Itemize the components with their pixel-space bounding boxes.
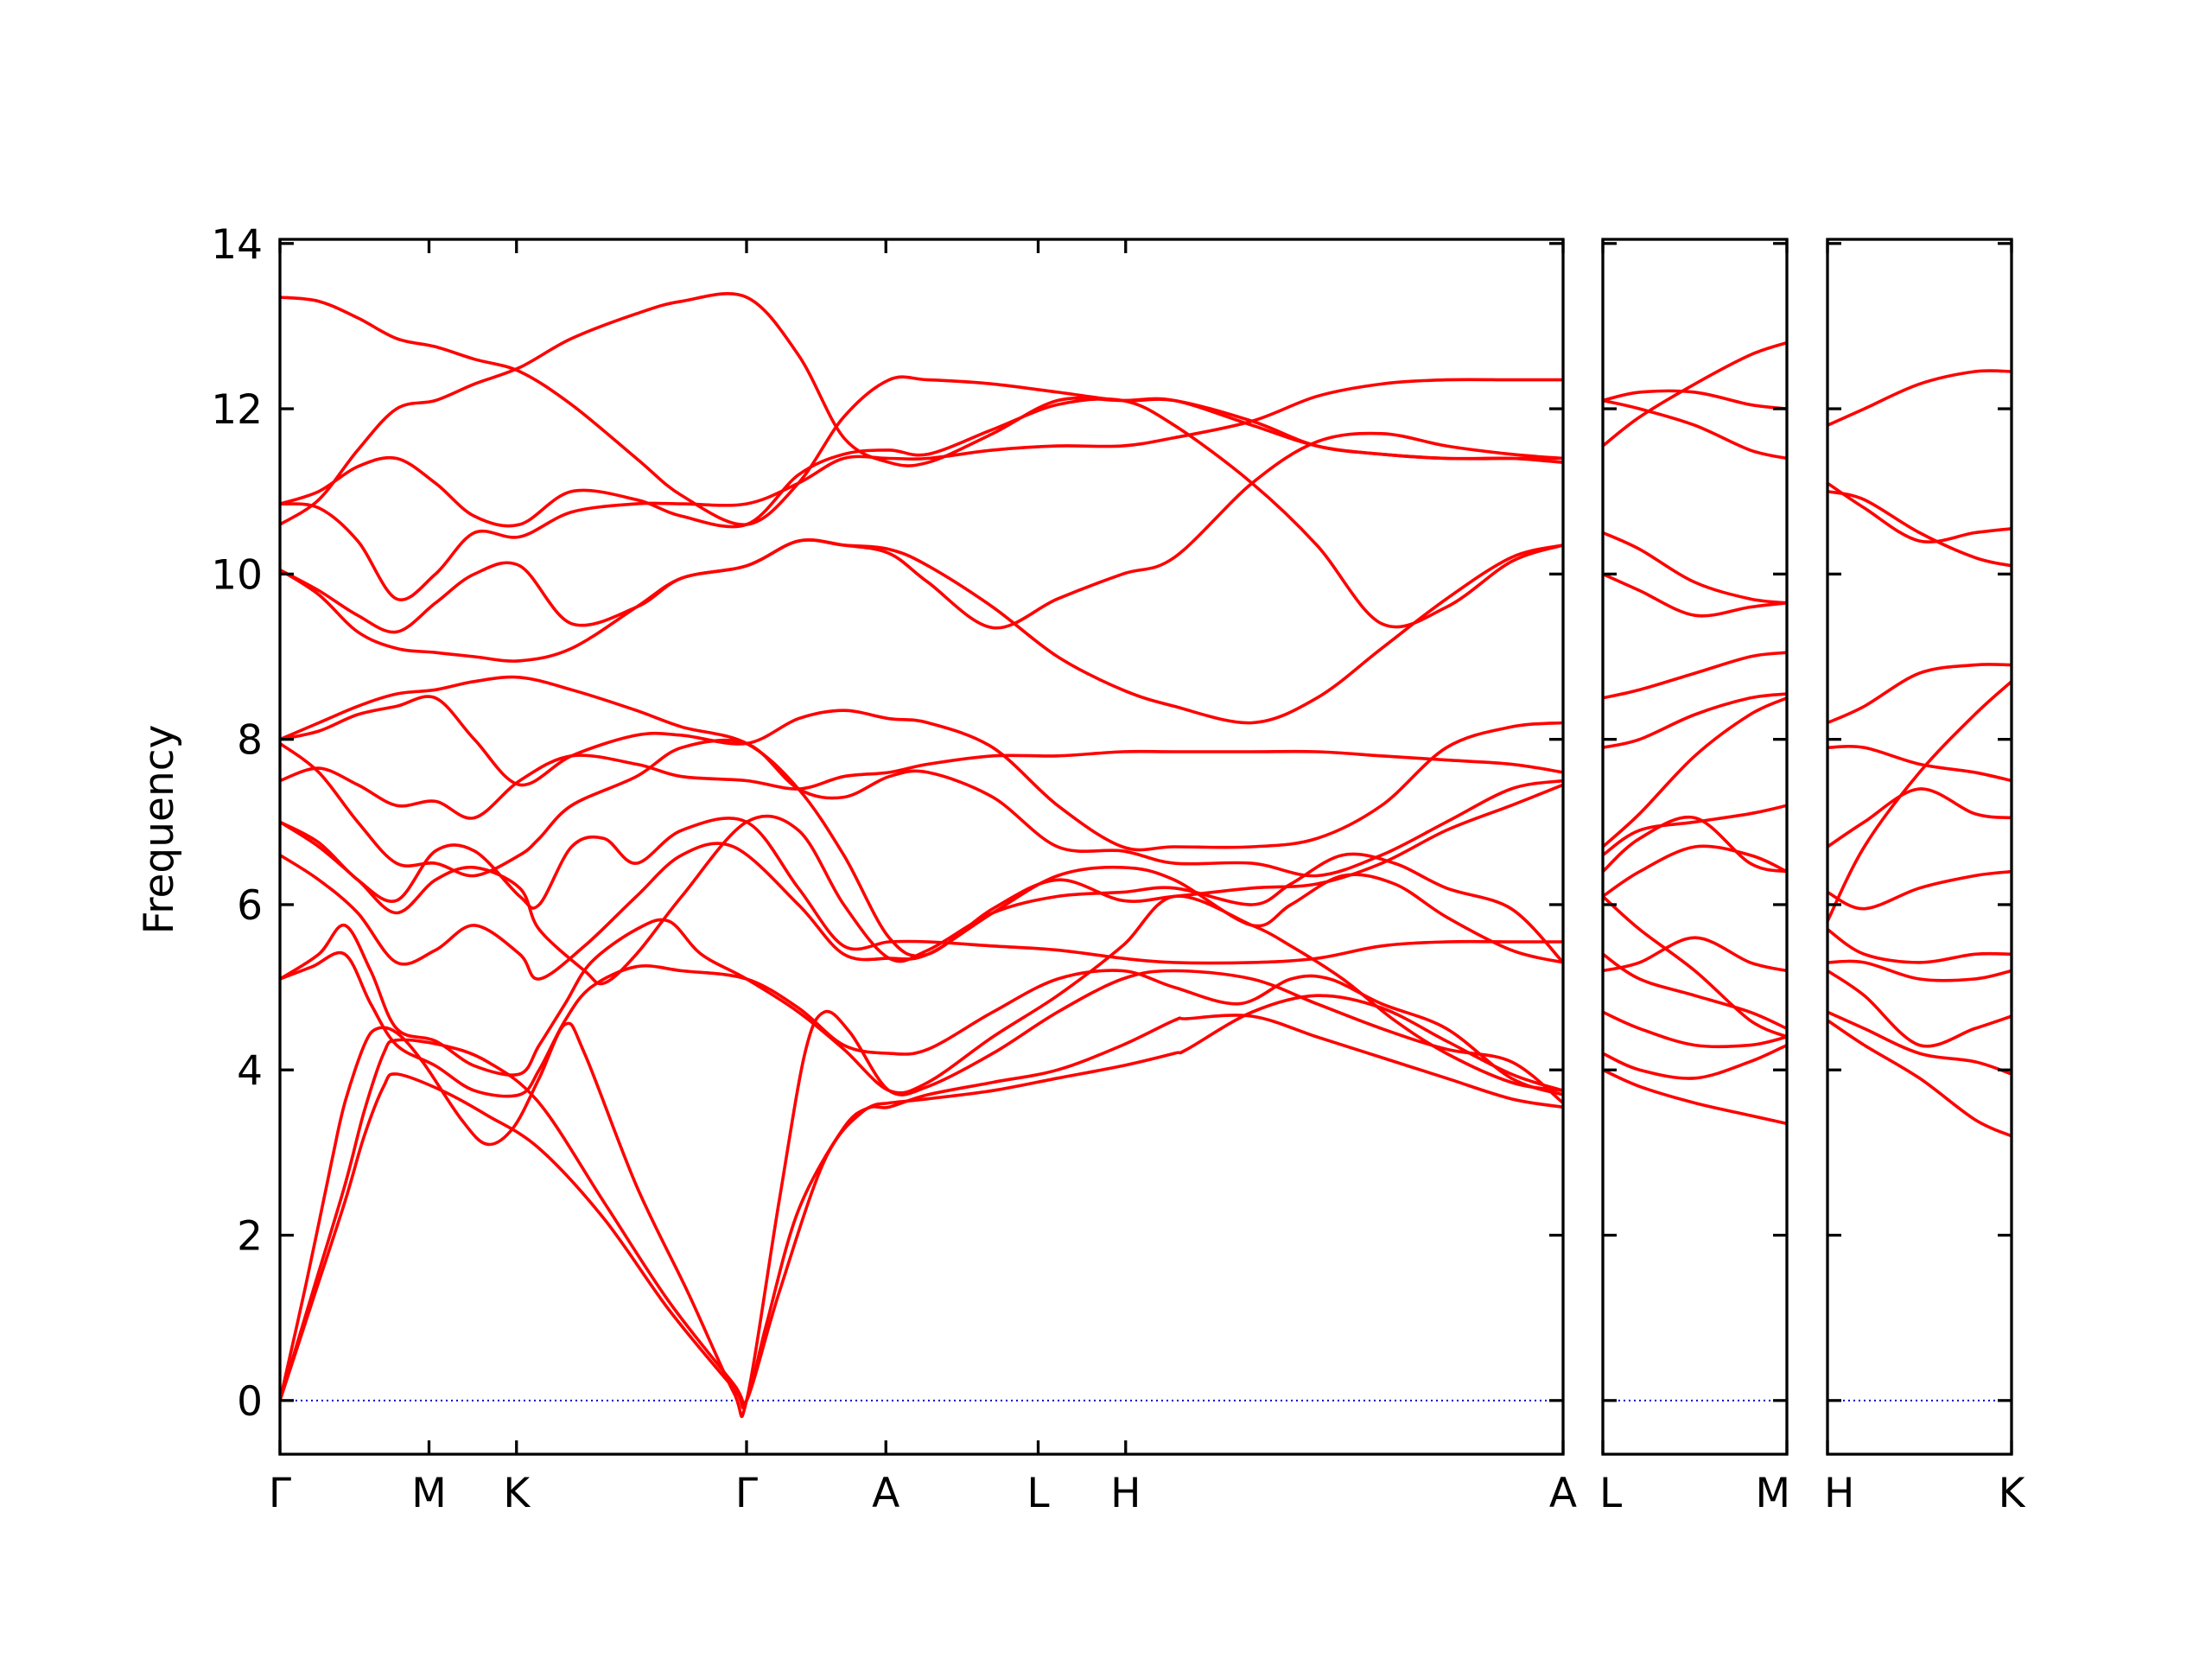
phonon-band-line (280, 296, 1563, 526)
phonon-band-line (280, 894, 1563, 1095)
phonon-band-line (280, 817, 1563, 965)
phonon-band-line (280, 738, 1563, 878)
y-tick-label: 12 (211, 386, 263, 434)
phonon-band-line (1603, 1043, 1787, 1080)
phonon-band-line (280, 378, 1563, 601)
phonon-band-line (280, 842, 1563, 981)
phonon-band-line (280, 675, 1563, 958)
phonon-band-line (1827, 369, 2012, 427)
x-tick-label: M (411, 1470, 447, 1517)
x-tick-label: L (1599, 1470, 1622, 1517)
phonon-band-line (1827, 663, 2012, 725)
phonon-band-line (1603, 651, 1787, 700)
phonon-band-line (1603, 696, 1787, 849)
phonon-band-line (280, 431, 1563, 634)
x-tick-label: H (1110, 1470, 1141, 1517)
phonon-band-line (1827, 1019, 2012, 1138)
band-series-group (1827, 369, 2012, 1138)
phonon-band-line (1603, 1010, 1787, 1049)
phonon-band-line (1827, 1010, 2012, 1076)
phonon-band-line (1603, 531, 1787, 605)
plot-frame (278, 238, 1565, 1456)
x-tick-label: K (503, 1470, 531, 1517)
phonon-band-line (1603, 894, 1787, 1039)
phonon-band-line (1827, 489, 2012, 568)
y-tick-label: 4 (237, 1047, 263, 1095)
phonon-band-line (1827, 869, 2012, 911)
phonon-band-line (280, 814, 1563, 986)
phonon-band-line (1603, 815, 1787, 874)
phonon-band-line (1827, 481, 2012, 543)
phonon-band-line (1827, 744, 2012, 783)
phonon-band-line (1603, 692, 1787, 749)
x-tick-label: M (1755, 1470, 1790, 1517)
plot-frame (1601, 238, 1789, 1456)
phonon-band-line (280, 397, 1563, 629)
phonon-band-line (1827, 969, 2012, 1048)
panel-1: 0 2 4 6 8 10 12 14 Γ M K Γ A L H A (211, 221, 1577, 1517)
band-series-group (1603, 340, 1787, 1126)
phonon-band-line (1603, 936, 1787, 973)
phonon-band-line (280, 1014, 1563, 1409)
y-tick-label: 0 (237, 1378, 263, 1426)
phonon-band-line (1827, 679, 2012, 923)
phonon-band-line (280, 749, 1563, 820)
phonon-band-line (280, 695, 1563, 852)
y-tick-label: 10 (211, 551, 263, 599)
y-axis-title-group: Frequency (136, 725, 183, 935)
phonon-band-line (280, 969, 1563, 1419)
x-tick-label: L (1027, 1470, 1049, 1517)
y-tick-label: 8 (237, 717, 263, 765)
plot-frame (1826, 238, 2013, 1456)
phonon-band-line (1603, 804, 1787, 857)
x-tick-label: Γ (735, 1470, 758, 1517)
phonon-band-line (280, 292, 1563, 526)
y-tick-label: 14 (211, 221, 263, 269)
y-tick-label: 6 (237, 882, 263, 930)
phonon-band-line (1827, 959, 2012, 982)
phonon-band-line (1603, 340, 1787, 448)
phonon-band-line (1603, 572, 1787, 618)
phonon-band-line (1603, 389, 1787, 410)
x-tick-label: A (1549, 1470, 1577, 1517)
x-tick-label: H (1824, 1470, 1854, 1517)
y-axis-title: Frequency (136, 725, 183, 935)
phonon-band-line (1603, 844, 1787, 899)
x-tick-label: A (872, 1470, 899, 1517)
phonon-band-line (1603, 952, 1787, 1031)
phonon-band-line (280, 950, 1563, 1098)
x-tick-label: Γ (269, 1470, 291, 1517)
x-tick-label: K (1999, 1470, 2026, 1517)
phonon-band-line (1603, 1068, 1787, 1126)
phonon-band-line (1827, 787, 2012, 849)
phonon-band-line (280, 538, 1563, 725)
phonon-band-line (280, 994, 1563, 1407)
band-series-group (280, 292, 1563, 1419)
y-tick-label: 2 (237, 1213, 263, 1261)
phonon-band-line (1603, 398, 1787, 461)
phonon-band-line (1827, 927, 2012, 964)
